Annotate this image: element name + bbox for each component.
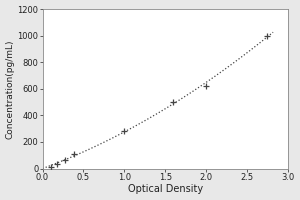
X-axis label: Optical Density: Optical Density — [128, 184, 203, 194]
Y-axis label: Concentration(pg/mL): Concentration(pg/mL) — [6, 39, 15, 139]
